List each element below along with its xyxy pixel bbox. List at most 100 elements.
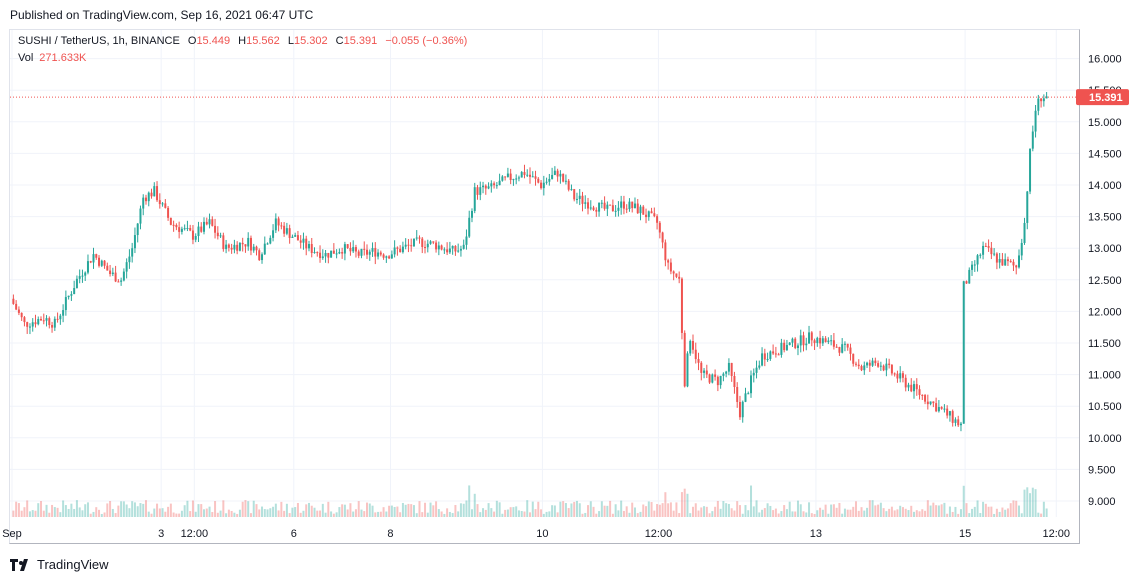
volume-bar bbox=[984, 503, 987, 517]
volume-bar bbox=[691, 506, 694, 517]
candle-body bbox=[866, 362, 869, 366]
volume-bar bbox=[462, 503, 465, 517]
candle-body bbox=[609, 204, 612, 206]
volume-bar bbox=[504, 509, 507, 517]
candle-body bbox=[95, 254, 98, 258]
volume-bar bbox=[225, 513, 228, 517]
volume-bar bbox=[526, 500, 529, 517]
candle-body bbox=[64, 297, 67, 311]
candle-body bbox=[752, 372, 755, 376]
candle-body bbox=[225, 244, 228, 250]
volume-bar bbox=[763, 508, 766, 517]
candle-body bbox=[794, 338, 797, 349]
candle-body bbox=[277, 218, 280, 226]
volume-bar bbox=[896, 509, 899, 517]
volume-bar bbox=[537, 501, 540, 517]
candle-body bbox=[672, 271, 675, 274]
candle-body bbox=[156, 186, 159, 201]
volume-bar bbox=[879, 502, 882, 517]
volume-bar bbox=[973, 506, 976, 517]
volume-bar bbox=[59, 512, 62, 517]
volume-bar bbox=[86, 502, 89, 517]
tradingview-brand[interactable]: TradingView bbox=[10, 557, 109, 572]
candle-body bbox=[407, 244, 410, 246]
volume-bar bbox=[680, 492, 683, 517]
candle-body bbox=[459, 248, 462, 251]
volume-bar bbox=[432, 505, 435, 517]
volume-bar bbox=[509, 507, 512, 517]
candle-body bbox=[214, 225, 217, 233]
candle-body bbox=[410, 245, 413, 247]
open-value: 15.449 bbox=[196, 35, 231, 47]
volume-bar bbox=[976, 500, 979, 517]
candle-body bbox=[924, 395, 927, 402]
volume-bar bbox=[56, 507, 59, 517]
candle-body bbox=[863, 365, 866, 371]
volume-bar bbox=[1037, 512, 1040, 517]
candle-body bbox=[827, 340, 830, 343]
candle-body bbox=[161, 203, 164, 205]
volume-bar bbox=[813, 513, 816, 517]
volume-bar bbox=[562, 501, 565, 517]
volume-bar bbox=[139, 503, 142, 517]
candle-body bbox=[506, 173, 509, 177]
volume-bar bbox=[841, 513, 844, 517]
candle-body bbox=[200, 226, 203, 232]
candle-body bbox=[551, 174, 554, 179]
volume-bar bbox=[479, 512, 482, 517]
candle-body bbox=[258, 250, 261, 261]
y-tick-label: 12.500 bbox=[1088, 275, 1122, 287]
candle-body bbox=[106, 265, 109, 271]
candle-body bbox=[622, 201, 625, 209]
tradingview-logo-icon bbox=[10, 558, 28, 571]
volume-bar bbox=[515, 506, 518, 517]
candle-body bbox=[28, 326, 31, 328]
candle-body bbox=[628, 201, 631, 210]
volume-bar bbox=[540, 509, 543, 517]
volume-bar bbox=[95, 507, 98, 517]
volume-bar bbox=[617, 510, 620, 517]
high-label: H bbox=[238, 35, 247, 47]
volume-bar bbox=[517, 510, 520, 517]
last-price-label: 15.391 bbox=[1089, 92, 1123, 104]
candle-body bbox=[976, 255, 979, 265]
candle-body bbox=[147, 192, 150, 202]
candle-body bbox=[832, 340, 835, 347]
volume-bar bbox=[1009, 503, 1012, 517]
volume-bar bbox=[84, 504, 87, 517]
volume-bar bbox=[330, 511, 333, 517]
candle-body bbox=[954, 419, 957, 423]
volume-bar bbox=[75, 500, 78, 517]
volume-bar bbox=[125, 504, 128, 517]
candle-body bbox=[283, 225, 286, 234]
candle-body bbox=[747, 393, 750, 395]
volume-bar bbox=[995, 508, 998, 517]
candle-body bbox=[109, 270, 112, 275]
volume-bar bbox=[31, 510, 34, 517]
volume-bar bbox=[390, 505, 393, 517]
candle-body bbox=[780, 342, 783, 355]
volume-bar bbox=[407, 503, 410, 517]
y-tick-label: 9.000 bbox=[1088, 496, 1116, 508]
candle-body bbox=[241, 242, 244, 245]
candle-body bbox=[890, 364, 893, 374]
volume-bar bbox=[335, 512, 338, 517]
volume-bar bbox=[799, 504, 802, 517]
volume-bar bbox=[603, 505, 606, 517]
ohlc-legend: SUSHI / TetherUS, 1h, BINANCE O15.449 H1… bbox=[18, 35, 467, 47]
candle-body bbox=[78, 276, 81, 279]
candle-body bbox=[238, 242, 241, 251]
volume-bar bbox=[990, 506, 993, 517]
candle-body bbox=[843, 343, 846, 345]
candle-body bbox=[990, 247, 993, 255]
volume-bar bbox=[918, 511, 921, 517]
volume-bar bbox=[180, 510, 183, 517]
candle-body bbox=[131, 248, 134, 257]
candle-body bbox=[719, 375, 722, 386]
volume-bar bbox=[360, 509, 363, 517]
y-tick-label: 11.500 bbox=[1088, 338, 1121, 350]
volume-bar bbox=[824, 504, 827, 517]
candle-body bbox=[343, 244, 346, 254]
candle-body bbox=[249, 237, 252, 251]
